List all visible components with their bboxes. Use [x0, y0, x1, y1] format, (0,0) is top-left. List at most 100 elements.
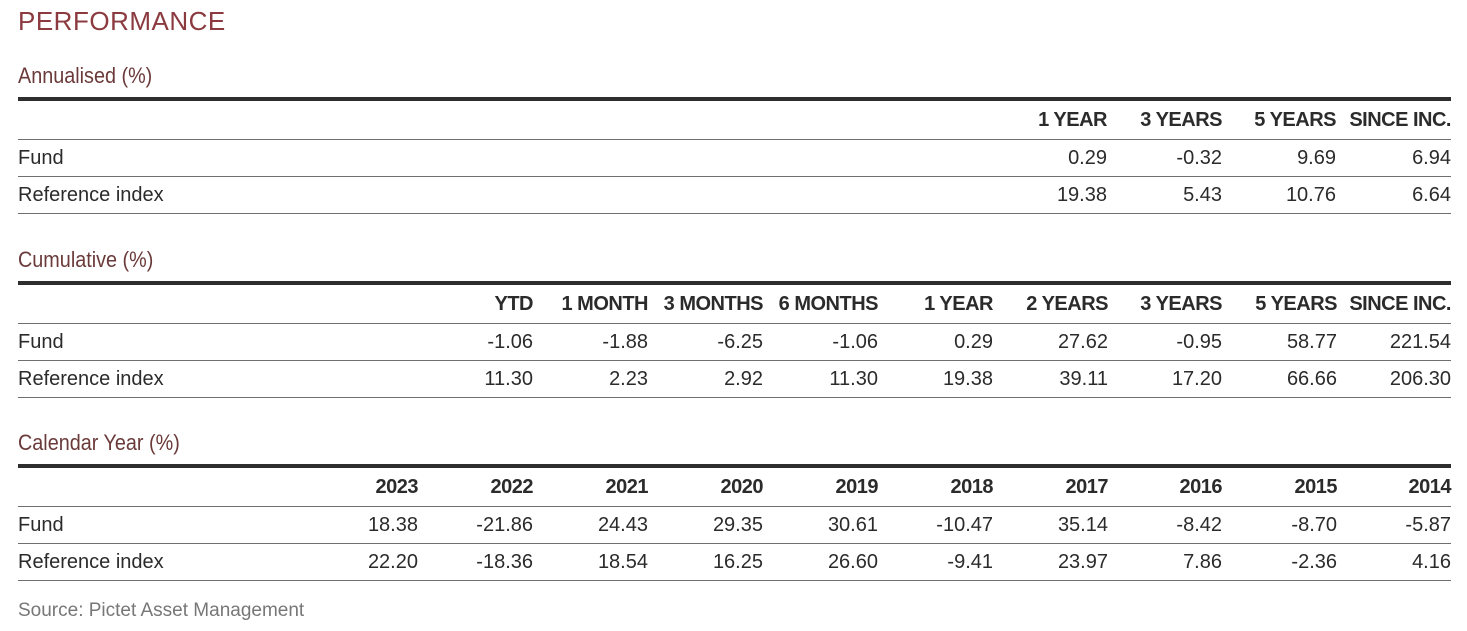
table-row: Reference index 22.20 -18.36 18.54 16.25…: [18, 543, 1451, 581]
table-cell: 58.77: [1222, 323, 1337, 361]
table-cell: 27.62: [993, 323, 1108, 361]
table-cell: 9.69: [1222, 139, 1336, 177]
column-header: 3 MONTHS: [648, 285, 764, 324]
column-header: 2019: [763, 468, 879, 507]
cumulative-header-row: YTD 1 MONTH 3 MONTHS 6 MONTHS 1 YEAR 2 Y…: [18, 285, 1452, 324]
table-cell: 24.43: [533, 506, 648, 544]
table-cell: -2.36: [1222, 543, 1337, 581]
table-cell: -0.95: [1108, 323, 1222, 361]
table-cell: -6.25: [648, 323, 763, 361]
table-cell: 16.25: [648, 543, 763, 581]
table-cell: 2.23: [533, 360, 648, 398]
column-header: SINCE INC.: [1336, 101, 1452, 140]
table-cell: 4.16: [1337, 543, 1451, 581]
table-cell: -5.87: [1337, 506, 1451, 544]
table-cell: 30.61: [763, 506, 878, 544]
column-header: 2022: [418, 468, 534, 507]
table-cell: -18.36: [418, 543, 533, 581]
annualised-header-row: 1 YEAR 3 YEARS 5 YEARS SINCE INC.: [18, 101, 1452, 140]
column-header: 2023: [303, 468, 419, 507]
table-cell: 17.20: [1108, 360, 1222, 398]
annualised-rule: [18, 97, 1451, 101]
table-row: Fund 0.29 -0.32 9.69 6.94: [18, 139, 1451, 177]
table-cell: 29.35: [648, 506, 763, 544]
row-label: Fund: [18, 139, 992, 177]
table-row: Fund 18.38 -21.86 24.43 29.35 30.61 -10.…: [18, 506, 1451, 544]
table-cell: 11.30: [763, 360, 878, 398]
table-cell: -9.41: [878, 543, 993, 581]
table-cell: 11.30: [418, 360, 533, 398]
column-header: SINCE INC.: [1337, 285, 1452, 324]
calendar-header-row: 2023 2022 2021 2020 2019 2018 2017 2016 …: [18, 468, 1452, 507]
column-header: 2 YEARS: [993, 285, 1109, 324]
column-header: 1 YEAR: [992, 101, 1108, 140]
table-cell: 26.60: [763, 543, 878, 581]
calendar-rule: [18, 464, 1451, 468]
annualised-section: Annualised (%) 1 YEAR 3 YEARS 5 YEARS SI…: [18, 62, 1452, 214]
column-header: 1 YEAR: [878, 285, 994, 324]
calendar-section: Calendar Year (%) 2023 2022 2021 2020 20…: [18, 429, 1452, 581]
column-header: 3 YEARS: [1107, 101, 1223, 140]
cumulative-section: Cumulative (%) YTD 1 MONTH 3 MONTHS 6 MO…: [18, 246, 1452, 398]
table-cell: -0.32: [1107, 139, 1222, 177]
column-header: 2017: [993, 468, 1109, 507]
table-cell: 5.43: [1107, 176, 1222, 214]
column-header: 2016: [1108, 468, 1223, 507]
table-row: Reference index 11.30 2.23 2.92 11.30 19…: [18, 360, 1451, 398]
column-header: YTD: [418, 285, 534, 324]
table-cell: 35.14: [993, 506, 1108, 544]
table-cell: 221.54: [1337, 323, 1451, 361]
table-cell: -8.42: [1108, 506, 1222, 544]
cumulative-table: YTD 1 MONTH 3 MONTHS 6 MONTHS 1 YEAR 2 Y…: [18, 285, 1452, 398]
cumulative-title: Cumulative (%): [18, 247, 154, 272]
row-label: Fund: [18, 506, 303, 544]
row-label: Reference index: [18, 176, 992, 214]
table-cell: -1.06: [418, 323, 533, 361]
table-cell: -10.47: [878, 506, 993, 544]
annualised-header-label: [18, 101, 992, 140]
annualised-table: 1 YEAR 3 YEARS 5 YEARS SINCE INC. Fund 0…: [18, 101, 1452, 214]
column-header: 5 YEARS: [1222, 285, 1338, 324]
table-cell: 0.29: [878, 323, 993, 361]
column-header: 2020: [648, 468, 764, 507]
table-cell: 6.64: [1336, 176, 1451, 214]
table-cell: 7.86: [1108, 543, 1222, 581]
cumulative-rule: [18, 281, 1451, 285]
table-cell: 206.30: [1337, 360, 1451, 398]
column-header: 1 MONTH: [533, 285, 649, 324]
row-label: Fund: [18, 323, 418, 361]
column-header: 3 YEARS: [1108, 285, 1223, 324]
calendar-table: 2023 2022 2021 2020 2019 2018 2017 2016 …: [18, 468, 1452, 581]
table-cell: 22.20: [303, 543, 418, 581]
table-cell: -1.06: [763, 323, 878, 361]
cumulative-header-label: [18, 285, 418, 324]
table-cell: -1.88: [533, 323, 648, 361]
table-row: Reference index 19.38 5.43 10.76 6.64: [18, 176, 1451, 214]
table-row: Fund -1.06 -1.88 -6.25 -1.06 0.29 27.62 …: [18, 323, 1451, 361]
table-cell: 39.11: [993, 360, 1108, 398]
table-cell: 23.97: [993, 543, 1108, 581]
calendar-header-label: [18, 468, 303, 507]
page-title: PERFORMANCE: [18, 6, 226, 36]
column-header: 2014: [1337, 468, 1452, 507]
calendar-title: Calendar Year (%): [18, 430, 180, 455]
table-cell: 2.92: [648, 360, 763, 398]
table-cell: 66.66: [1222, 360, 1337, 398]
source-note: Source: Pictet Asset Management: [18, 600, 305, 621]
table-cell: 18.54: [533, 543, 648, 581]
row-label: Reference index: [18, 543, 303, 581]
table-cell: -21.86: [418, 506, 533, 544]
annualised-title: Annualised (%): [18, 63, 153, 88]
table-cell: 19.38: [992, 176, 1107, 214]
table-cell: 0.29: [992, 139, 1107, 177]
column-header: 2021: [533, 468, 649, 507]
row-label: Reference index: [18, 360, 418, 398]
column-header: 5 YEARS: [1222, 101, 1337, 140]
table-cell: 18.38: [303, 506, 418, 544]
column-header: 2015: [1222, 468, 1338, 507]
table-cell: 10.76: [1222, 176, 1336, 214]
column-header: 2018: [878, 468, 994, 507]
table-cell: -8.70: [1222, 506, 1337, 544]
table-cell: 6.94: [1336, 139, 1451, 177]
table-cell: 19.38: [878, 360, 993, 398]
